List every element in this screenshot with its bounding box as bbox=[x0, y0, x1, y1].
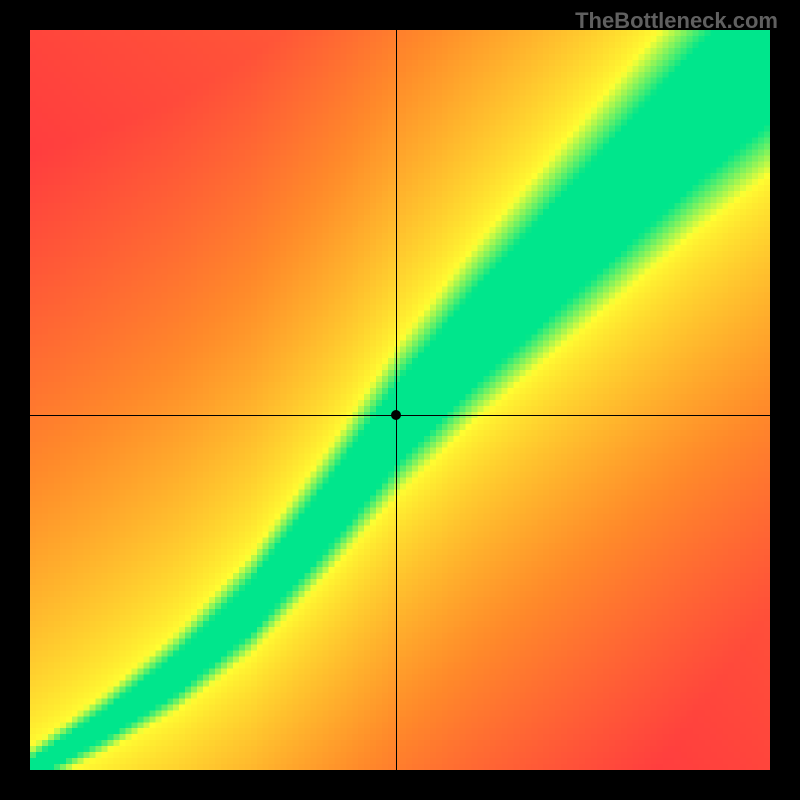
heatmap-canvas bbox=[30, 30, 770, 770]
watermark-text: TheBottleneck.com bbox=[575, 8, 778, 34]
heatmap-plot bbox=[30, 30, 770, 770]
crosshair-vertical bbox=[396, 30, 397, 770]
